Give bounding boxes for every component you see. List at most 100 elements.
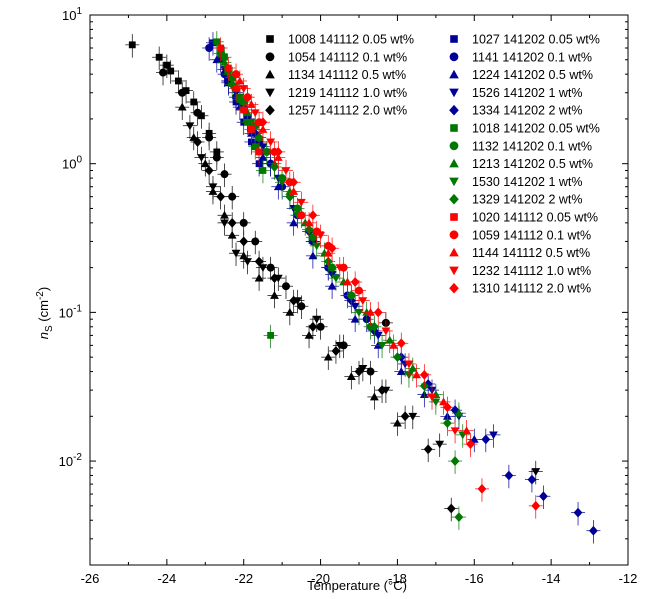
data-point [469, 434, 479, 443]
y-axis-label-sub: S [44, 325, 55, 332]
data-point [240, 106, 248, 114]
legend-label: 1134 141112 0.5 wt% [288, 68, 406, 82]
legend-label: 1213 141202 0.5 wt% [472, 157, 593, 171]
data-point [220, 219, 229, 228]
data-point [270, 273, 279, 284]
legend-label: 1224 141202 0.5 wt% [472, 68, 593, 82]
legend-marker [449, 177, 459, 187]
data-point [531, 468, 541, 476]
series-group [232, 70, 474, 444]
data-point [358, 364, 368, 373]
data-point [262, 148, 272, 157]
data-point [232, 70, 241, 79]
data-point [304, 218, 314, 227]
data-point [297, 302, 306, 311]
legend-marker [449, 88, 459, 98]
y-axis-label-main: n [36, 332, 51, 339]
data-point [323, 248, 333, 257]
data-point [254, 273, 264, 282]
legend-marker [449, 193, 459, 205]
data-point [423, 444, 433, 455]
data-point [396, 338, 406, 349]
legend-marker [265, 88, 275, 98]
data-point [308, 251, 318, 260]
series-group [213, 37, 267, 165]
data-point [316, 322, 325, 331]
data-point [220, 57, 229, 66]
data-point [442, 402, 452, 413]
legend-marker [265, 52, 275, 62]
data-point [354, 308, 364, 317]
data-point [167, 67, 175, 75]
data-point [267, 332, 275, 339]
data-point [193, 137, 202, 147]
data-point [366, 367, 375, 376]
y-tick-label: 100 [62, 155, 82, 172]
y-axis-label: nS (cm-2) [35, 287, 55, 339]
data-point [297, 211, 306, 220]
data-point [208, 183, 218, 192]
data-point [193, 108, 202, 117]
data-point [489, 431, 498, 440]
data-point [227, 79, 237, 90]
data-point [385, 335, 395, 344]
data-point [450, 427, 460, 436]
data-point [435, 440, 445, 449]
y-axis-label-unit-post: ) [36, 287, 51, 291]
data-point [212, 55, 222, 64]
data-point [427, 393, 437, 402]
series-group [240, 86, 543, 519]
data-point [243, 108, 252, 117]
series-group [236, 77, 463, 444]
data-point [209, 39, 217, 47]
legend-label: 1141 141202 0.1 wt% [472, 50, 592, 64]
y-tick-label: 10-1 [59, 303, 83, 320]
data-point [239, 251, 249, 260]
data-point [231, 249, 241, 258]
legend-label: 1018 141202 0.05 wt% [472, 122, 600, 136]
data-point [248, 126, 255, 133]
data-point [504, 470, 514, 481]
data-point [289, 218, 299, 227]
axes: -26 -24 -22 -20 -18 -16 -14 -12 10-2 10-1 100 101 [59, 6, 638, 586]
legend-marker [265, 69, 275, 79]
series-group [190, 131, 459, 522]
data-point [369, 392, 379, 401]
data-point [254, 132, 264, 143]
legend-label: 1144 141112 0.5 wt% [472, 246, 590, 260]
x-tick-label: -26 [81, 571, 100, 586]
legend-label: 1020 141112 0.05 wt% [472, 211, 598, 225]
data-point [266, 138, 276, 147]
legend-marker [449, 247, 459, 257]
data-point [216, 191, 226, 202]
legend-marker [449, 158, 459, 168]
data-points [125, 31, 601, 544]
data-point [442, 418, 452, 429]
legend: 1008 141112 0.05 wt% 1054 141112 0.1 wt% 1… [265, 33, 600, 296]
data-point [228, 192, 237, 201]
data-point [396, 367, 406, 375]
data-point [182, 87, 190, 95]
data-point [331, 274, 341, 283]
data-point [270, 291, 279, 299]
data-point [346, 372, 356, 380]
data-point [227, 217, 237, 228]
x-tick-label: -22 [234, 571, 253, 586]
data-point [446, 503, 456, 514]
data-point [431, 398, 441, 407]
data-point [466, 439, 475, 450]
legend-marker [449, 69, 459, 79]
legend-label: 1132 141202 0.1 wt% [472, 139, 592, 153]
data-point [419, 369, 429, 380]
data-point [174, 77, 182, 85]
legend-marker [449, 52, 459, 62]
legend-label: 1008 141112 0.05 wt% [288, 33, 414, 47]
x-tick-label: -14 [542, 571, 561, 586]
data-point [454, 512, 464, 522]
data-point [539, 491, 548, 502]
y-tick-label: 10-2 [59, 452, 83, 469]
data-point [205, 43, 214, 52]
data-point [328, 263, 337, 272]
data-point [277, 178, 287, 187]
